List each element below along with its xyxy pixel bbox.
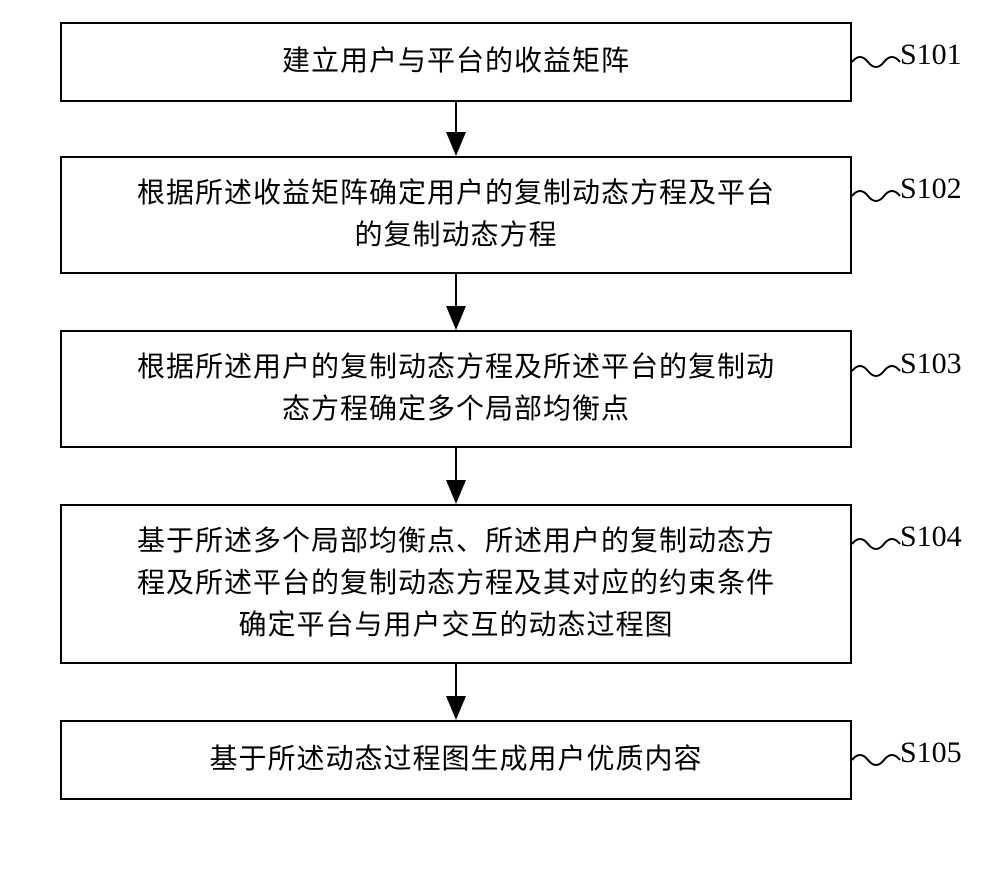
squiggle-s101 — [852, 50, 902, 74]
step-label-s105: S105 — [900, 736, 962, 770]
flow-text-s104: 基于所述多个局部均衡点、所述用户的复制动态方 程及所述平台的复制动态方程及其对应… — [137, 521, 775, 647]
flow-box-s101: 建立用户与平台的收益矩阵 — [60, 22, 852, 102]
step-label-s102: S102 — [900, 172, 962, 206]
step-label-s103: S103 — [900, 347, 962, 381]
flow-text-s102: 根据所述收益矩阵确定用户的复制动态方程及平台 的复制动态方程 — [137, 173, 775, 257]
flow-text-s101: 建立用户与平台的收益矩阵 — [282, 41, 630, 83]
squiggle-s103 — [852, 359, 902, 383]
squiggle-s105 — [852, 748, 902, 772]
flow-text-s103: 根据所述用户的复制动态方程及所述平台的复制动 态方程确定多个局部均衡点 — [137, 347, 775, 431]
squiggle-s104 — [852, 532, 902, 556]
flow-text-s105: 基于所述动态过程图生成用户优质内容 — [209, 739, 702, 781]
flowchart-container: 建立用户与平台的收益矩阵 根据所述收益矩阵确定用户的复制动态方程及平台 的复制动… — [0, 0, 1000, 869]
flow-box-s105: 基于所述动态过程图生成用户优质内容 — [60, 720, 852, 800]
flow-box-s103: 根据所述用户的复制动态方程及所述平台的复制动 态方程确定多个局部均衡点 — [60, 330, 852, 448]
flow-box-s104: 基于所述多个局部均衡点、所述用户的复制动态方 程及所述平台的复制动态方程及其对应… — [60, 504, 852, 664]
squiggle-s102 — [852, 184, 902, 208]
flow-box-s102: 根据所述收益矩阵确定用户的复制动态方程及平台 的复制动态方程 — [60, 156, 852, 274]
step-label-s101: S101 — [900, 38, 962, 72]
step-label-s104: S104 — [900, 520, 962, 554]
